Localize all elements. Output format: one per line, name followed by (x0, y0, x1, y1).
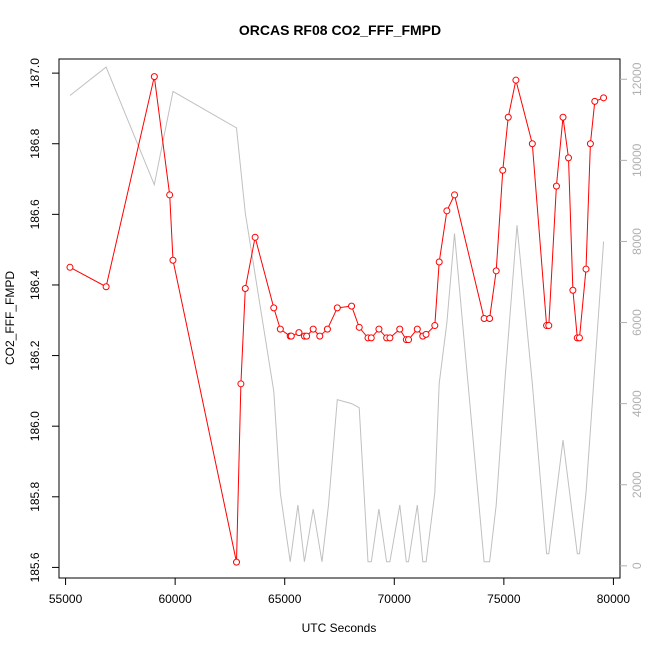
y-axis-left: 185.6 185.8 186.0 186.2 186.4 186.6 186.8 187.0 (28, 58, 59, 582)
series-0-point-40 (499, 166, 507, 174)
series-0-point-39 (492, 267, 500, 275)
series-0-point-1 (102, 283, 110, 291)
x-tick-label-3: 70000 (378, 592, 412, 606)
series-0-point-8 (251, 233, 259, 241)
y2-tick-label-1: 2000 (630, 471, 644, 498)
x-tick-label-4: 75000 (487, 592, 521, 606)
series-0-point-32 (422, 330, 430, 338)
x-tick-label-1: 60000 (158, 592, 192, 606)
y-tick-label-1: 185.8 (28, 481, 42, 511)
y-tick-label-7: 187.0 (28, 58, 42, 88)
series-0-point-21 (355, 323, 363, 331)
y2-tick-label-5: 10000 (630, 143, 644, 177)
series-0-point-3 (166, 191, 174, 199)
series-1-line (69, 66, 605, 563)
series-0-point-38 (486, 315, 494, 322)
series-0-point-55 (600, 94, 608, 102)
y-axis-label: CO2_FFF_FMPD (3, 271, 17, 365)
y-tick-label-0: 185.6 (28, 552, 42, 582)
series-0-point-23 (367, 334, 375, 342)
y-tick-label-6: 186.8 (28, 128, 42, 158)
series-0-point-17 (316, 332, 324, 340)
y2-tick-label-4: 8000 (630, 228, 644, 255)
series-0-line (69, 76, 604, 563)
series-0-point-13 (295, 329, 303, 337)
x-tick-label-0: 55000 (49, 592, 83, 606)
series-0-point-18 (323, 325, 331, 333)
series-0-point-7 (241, 284, 249, 292)
series-0-point-41 (504, 113, 512, 121)
series-layer (66, 66, 608, 566)
series-0-point-10 (276, 325, 284, 333)
series-0-point-26 (386, 334, 394, 342)
series-0-point-20 (348, 302, 356, 310)
series-0-point-53 (586, 140, 594, 148)
series-0-point-34 (435, 258, 443, 266)
y-tick-label-3: 186.2 (28, 340, 42, 370)
series-0-point-6 (237, 380, 245, 388)
series-0-point-15 (303, 332, 311, 340)
series-0-point-51 (575, 334, 583, 342)
y2-tick-label-2: 4000 (630, 390, 644, 417)
series-0-point-27 (396, 325, 404, 333)
series-0-point-24 (375, 325, 383, 333)
series-0-point-16 (309, 325, 317, 333)
y-tick-label-4: 186.4 (28, 270, 42, 300)
series-0-point-35 (443, 207, 451, 215)
y-tick-label-2: 186.0 (28, 411, 42, 441)
series-0-point-49 (569, 286, 577, 294)
series-0-point-2 (150, 73, 158, 81)
series-0-point-4 (169, 256, 177, 264)
x-axis-label: UTC Seconds (302, 621, 377, 635)
x-tick-label-2: 65000 (268, 592, 302, 606)
series-0-point-47 (559, 113, 567, 121)
series-0-point-5 (233, 558, 241, 566)
series-0-point-33 (431, 322, 439, 330)
y2-tick-label-6: 12000 (630, 62, 644, 96)
series-0-point-45 (545, 322, 553, 330)
series-0-point-0 (66, 263, 74, 271)
series-0-point-12 (287, 332, 295, 340)
series-0-point-9 (270, 304, 278, 312)
series-0-point-36 (451, 191, 459, 199)
series-0-point-19 (333, 304, 341, 312)
x-tick-label-5: 80000 (597, 592, 631, 606)
series-0-point-52 (582, 265, 590, 273)
series-0-point-42 (512, 76, 520, 84)
series-0-point-43 (528, 140, 536, 148)
series-0-point-48 (565, 154, 573, 162)
x-axis: 55000 60000 65000 70000 75000 80000 (49, 578, 631, 606)
series-0-point-30 (413, 325, 421, 333)
y-axis-right: 0 2000 4000 6000 8000 10000 12000 (620, 62, 644, 569)
series-0-point-29 (405, 336, 413, 344)
series-0-point-54 (591, 97, 599, 105)
plot-frame (58, 58, 621, 579)
y2-tick-label-0: 0 (630, 562, 644, 569)
chart-title: ORCAS RF08 CO2_FFF_FMPD (239, 22, 441, 38)
series-0-point-46 (552, 182, 560, 190)
y2-tick-label-3: 6000 (630, 309, 644, 336)
y-tick-label-5: 186.6 (28, 199, 42, 229)
